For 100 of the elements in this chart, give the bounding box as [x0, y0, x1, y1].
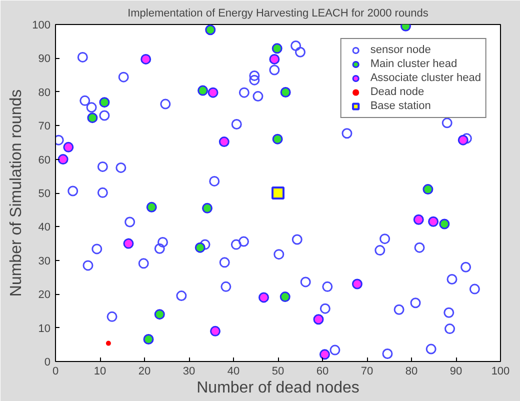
point: [106, 340, 111, 346]
x-tick-label: 70: [360, 366, 374, 378]
point: [272, 43, 282, 54]
point: [80, 95, 90, 106]
point: [92, 244, 102, 254]
x-tick-label: 40: [227, 366, 240, 378]
point: [86, 102, 97, 113]
point: [394, 304, 404, 315]
y-tick-label: 30: [38, 255, 51, 268]
point: [219, 257, 230, 268]
point: [218, 136, 230, 148]
point: [439, 218, 450, 230]
point: [249, 70, 260, 81]
point: [143, 334, 154, 344]
point: [154, 309, 165, 320]
y-tick-label: 80: [38, 86, 51, 99]
point: [313, 314, 324, 325]
point: [292, 234, 302, 245]
point: [99, 97, 110, 108]
point: [210, 326, 221, 336]
legend-label: Main cluster head: [370, 57, 458, 71]
y-tick-label: 20: [38, 289, 51, 302]
point: [414, 242, 425, 253]
point: [280, 86, 291, 98]
point: [97, 187, 108, 198]
point: [269, 54, 280, 64]
point: [269, 64, 280, 76]
point: [460, 262, 472, 272]
point: [469, 284, 480, 294]
point: [205, 24, 216, 36]
point: [295, 46, 306, 58]
point: [410, 298, 421, 308]
point: [280, 292, 290, 302]
point: [200, 239, 210, 250]
y-tick-label: 90: [38, 53, 51, 66]
point: [194, 242, 206, 253]
legend-label: Dead node: [370, 85, 424, 99]
point: [320, 303, 330, 314]
point: [352, 278, 362, 290]
y-tick-label: 0: [44, 356, 51, 368]
point: [461, 133, 472, 144]
x-axis-title: Number of dead nodes: [196, 380, 360, 396]
point: [220, 281, 232, 292]
point: [444, 307, 454, 318]
y-tick-label: 10: [38, 322, 51, 335]
point: [274, 249, 284, 260]
point: [97, 161, 108, 172]
point: [300, 276, 311, 288]
point: [442, 118, 452, 128]
point: [82, 260, 94, 271]
point: [238, 236, 249, 247]
point: [446, 274, 458, 285]
point: [426, 344, 436, 354]
point: [428, 216, 439, 227]
x-tick-label: 90: [450, 366, 462, 378]
x-tick-label: 20: [138, 366, 151, 378]
x-tick-label: 50: [272, 366, 284, 378]
y-axis-title: Number of Simulation rounds: [8, 89, 26, 297]
point: [231, 119, 242, 130]
point: [146, 202, 157, 212]
point: [252, 91, 264, 102]
point: [160, 98, 171, 110]
point: [319, 349, 330, 360]
point: [342, 128, 352, 139]
y-tick-label: 70: [38, 120, 51, 133]
point: [138, 258, 149, 269]
point: [458, 134, 468, 146]
point: [230, 239, 242, 250]
point: [382, 348, 393, 359]
point: [123, 238, 134, 249]
point: [58, 154, 68, 165]
point: [106, 311, 118, 322]
x-tick-label: 0: [52, 366, 59, 378]
y-tick-label: 100: [32, 20, 51, 32]
point: [140, 54, 152, 64]
point: [374, 245, 386, 256]
point: [116, 162, 126, 173]
x-tick-label: 10: [94, 366, 106, 378]
point: [99, 110, 110, 121]
point: [87, 112, 98, 124]
legend-label: sensor node: [370, 43, 431, 57]
point: [154, 243, 165, 254]
point: [157, 236, 168, 248]
chart-title: Implementation of Energy Harvesting LEACH for 2000 rounds: [128, 8, 429, 20]
point: [258, 292, 270, 303]
x-tick-label: 100: [491, 366, 510, 378]
point: [209, 176, 220, 186]
x-tick-label: 60: [316, 366, 329, 378]
point: [176, 290, 187, 302]
point: [238, 87, 250, 98]
point: [413, 214, 424, 225]
point: [330, 344, 340, 356]
point: [118, 72, 129, 82]
point: [422, 184, 434, 195]
point: [444, 324, 456, 334]
y-tick-label: 40: [38, 222, 51, 234]
point: [290, 40, 302, 51]
point: [202, 202, 212, 214]
point: [272, 134, 283, 144]
legend-label: Associate cluster head: [370, 71, 481, 85]
